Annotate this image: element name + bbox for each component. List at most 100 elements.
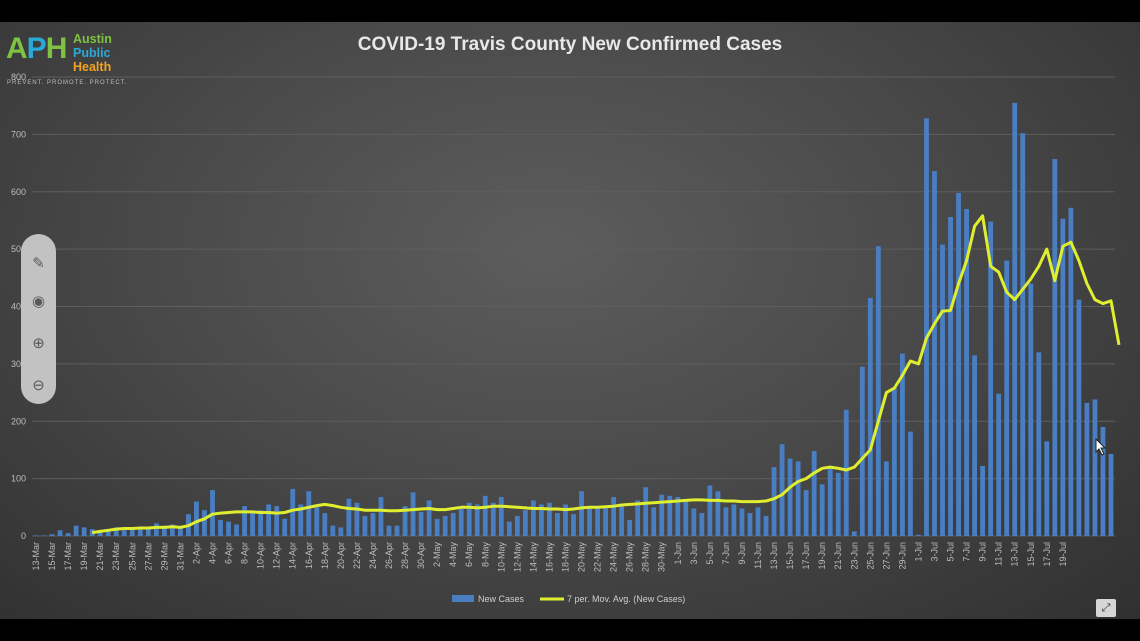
bar-new-cases [611, 496, 617, 536]
bar-new-cases [803, 490, 809, 536]
bar-new-cases [482, 495, 488, 536]
pen-icon[interactable]: ✎ [32, 255, 45, 272]
bar-new-cases [1108, 453, 1114, 536]
eraser-icon[interactable]: ◉ [31, 293, 46, 310]
x-tick-label: 25-Mar [127, 542, 137, 571]
bar-new-cases [218, 519, 223, 536]
bar-new-cases [932, 171, 937, 536]
x-tick-label: 6-Apr [224, 542, 234, 564]
bar-new-cases [691, 508, 697, 536]
bar-new-cases [402, 506, 408, 536]
bar-new-cases [410, 492, 416, 536]
bar-new-cases [346, 498, 352, 536]
logo-word-austin: Austin [73, 32, 112, 46]
bar-new-cases [306, 491, 312, 536]
bar-new-cases [474, 504, 480, 536]
x-tick-label: 30-Apr [416, 542, 426, 569]
bar-new-cases [290, 488, 296, 536]
bar-new-cases [330, 525, 336, 536]
chart: 0 100 200 300 400 500 600 700 800 13-Mar 15-Mar 17-… [11, 72, 1121, 604]
bar-new-cases [105, 529, 111, 536]
bar-new-cases [747, 513, 753, 536]
bar-new-cases [883, 461, 889, 536]
bar-new-cases [1012, 102, 1018, 536]
bar-new-cases [723, 507, 729, 536]
x-tick-label: 13-Jun [769, 542, 779, 570]
bar-new-cases [258, 510, 264, 536]
series-line-moving-average [91, 214, 1121, 535]
bar-new-cases [121, 530, 127, 536]
bar-new-cases [1068, 207, 1074, 536]
x-tick-label: 10-May [496, 542, 506, 573]
x-tick-label: 22-Apr [352, 542, 362, 569]
y-tick-label: 800 [11, 72, 26, 82]
x-tick-label: 17-Jun [801, 542, 811, 570]
zoom-in-icon[interactable]: ⊕ [32, 335, 45, 352]
bar-new-cases [490, 502, 496, 536]
bar-new-cases [466, 502, 472, 536]
bar-new-cases [178, 527, 183, 536]
bar-new-cases [539, 504, 544, 536]
x-tick-label: 7-Jun [721, 542, 731, 565]
bar-new-cases [234, 524, 239, 536]
x-tick-label: 4-May [448, 542, 458, 568]
bar-new-cases [827, 467, 833, 536]
bar-new-cases [675, 496, 681, 536]
bar-new-cases [891, 387, 897, 536]
x-tick-label: 19-Mar [79, 542, 89, 571]
x-tick-label: 9-Jul [978, 542, 988, 562]
bar-new-cases [715, 491, 721, 536]
x-tick-label: 23-Jun [849, 542, 859, 570]
x-tick-label: 6-May [464, 542, 474, 568]
bar-new-cases [956, 192, 961, 536]
bar-new-cases [595, 506, 600, 536]
x-tick-label: 1-Jun [673, 542, 683, 565]
x-tick-label: 16-Apr [304, 542, 314, 569]
bar-new-cases [153, 523, 159, 536]
bar-new-cases [354, 502, 360, 536]
mouse-cursor-icon [1095, 438, 1107, 456]
bar-new-cases [129, 529, 135, 536]
x-tick-label: 15-Jun [785, 542, 795, 570]
x-tick-label: 19-Jun [817, 542, 827, 570]
bar-new-cases [530, 500, 536, 536]
x-tick-label: 3-Jun [689, 542, 699, 565]
bar-new-cases [378, 496, 384, 536]
bar-new-cases [603, 507, 608, 536]
y-tick-label: 0 [21, 531, 26, 541]
bar-new-cases [1084, 402, 1090, 536]
bar-new-cases [851, 531, 857, 536]
x-tick-label: 15-Jul [1026, 542, 1036, 567]
x-tick-label: 10-Apr [256, 542, 266, 569]
x-tick-label: 22-May [593, 542, 603, 573]
y-tick-label: 300 [11, 359, 26, 369]
x-tick-label: 8-Apr [240, 542, 250, 564]
x-tick-label: 27-Mar [143, 542, 153, 571]
bar-new-cases [362, 515, 368, 536]
x-tick-label: 14-Apr [288, 542, 298, 569]
bar-new-cases [81, 527, 87, 536]
bar-new-cases [771, 467, 777, 536]
bar-new-cases [795, 461, 801, 536]
chart-frame: 0 100 200 300 400 500 600 700 800 13-Mar 15-Mar 17-… [0, 22, 1140, 619]
bar-new-cases [522, 510, 528, 536]
x-tick-label: 19-Jul [1058, 542, 1068, 567]
bar-new-cases [635, 500, 641, 536]
x-tick-label: 26-May [625, 542, 635, 573]
annotation-toolbar: ✎ ◉ ⊕ ⊖ [21, 234, 56, 404]
x-tick-label: 18-May [560, 542, 570, 573]
bar-new-cases [571, 514, 576, 536]
bar-new-cases [875, 246, 881, 536]
bar-new-cases [73, 525, 79, 536]
x-tick-label: 4-Apr [208, 542, 218, 564]
x-tick-label: 30-May [657, 542, 667, 573]
bar-new-cases [250, 513, 256, 536]
bar-new-cases [787, 458, 793, 536]
zoom-out-icon[interactable]: ⊖ [32, 377, 45, 394]
bar-new-cases [996, 393, 1002, 536]
expand-icon[interactable]: ⤢ [1096, 599, 1116, 617]
bar-new-cases [755, 507, 761, 536]
x-tick-label: 31-Mar [175, 542, 185, 571]
bar-new-cases [194, 501, 199, 536]
x-tick-label: 2-Apr [191, 542, 201, 564]
